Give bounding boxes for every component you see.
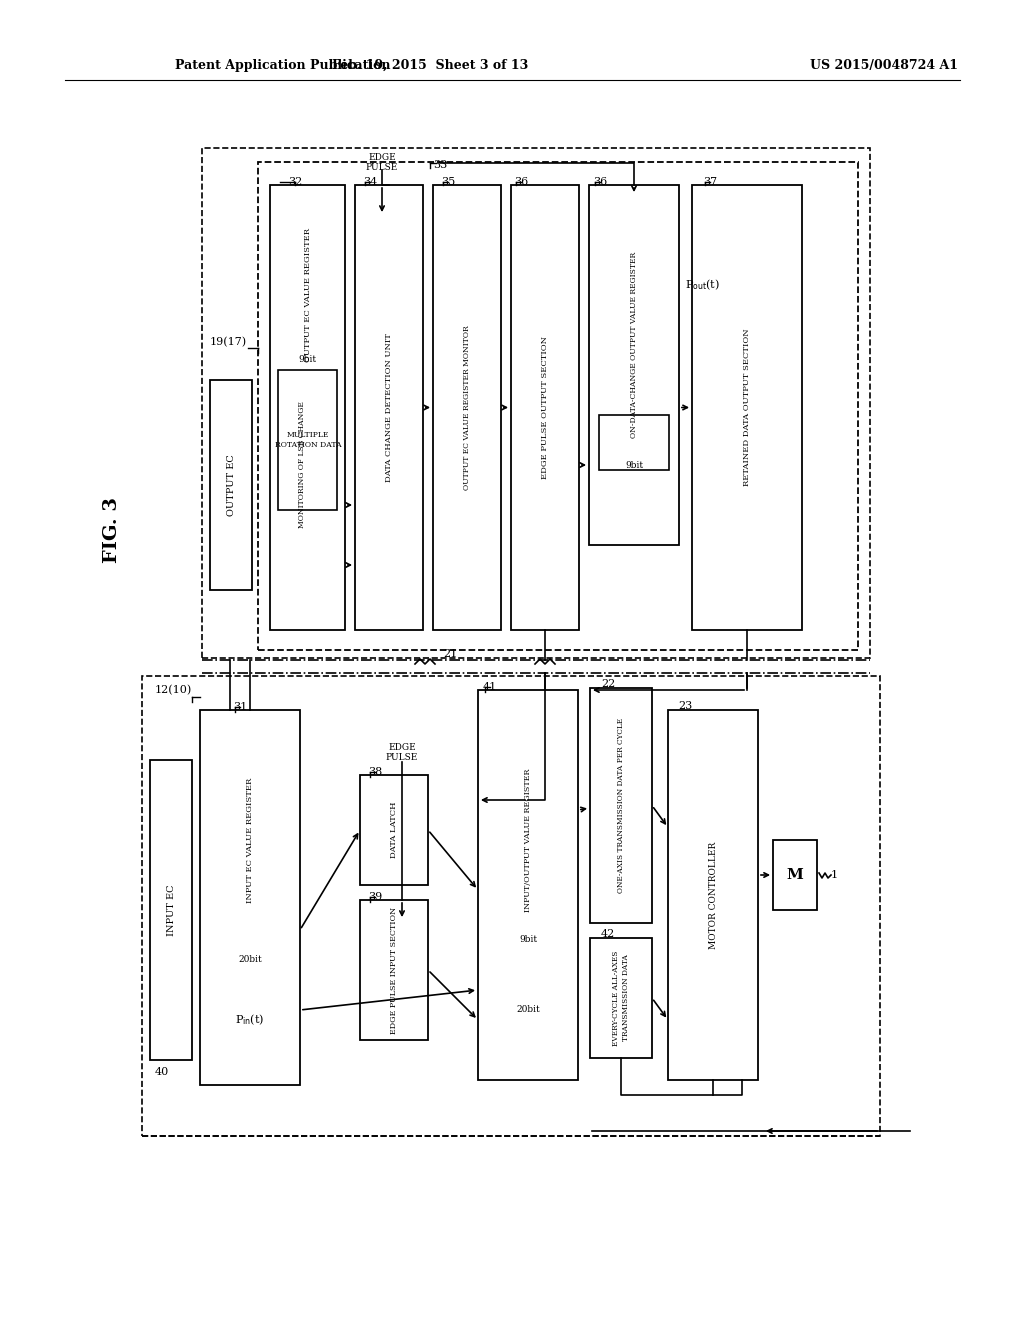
Text: 9bit: 9bit	[519, 936, 537, 945]
Text: 31: 31	[232, 702, 247, 711]
Text: INPUT EC VALUE REGISTER: INPUT EC VALUE REGISTER	[246, 777, 254, 903]
Text: 36: 36	[514, 177, 528, 187]
Text: OUTPUT EC VALUE REGISTER: OUTPUT EC VALUE REGISTER	[303, 228, 311, 362]
Bar	[590, 688, 652, 923]
Text: P$_{\rm in}$(t): P$_{\rm in}$(t)	[236, 1012, 264, 1027]
Text: EDGE: EDGE	[388, 743, 416, 752]
Text: 9bit: 9bit	[625, 461, 643, 470]
Text: EDGE PULSE INPUT SECTION: EDGE PULSE INPUT SECTION	[390, 907, 398, 1034]
Text: 20bit: 20bit	[516, 1006, 540, 1015]
Bar	[589, 185, 679, 545]
Text: 9bit: 9bit	[298, 355, 316, 364]
Text: DATA CHANGE DETECTION UNIT: DATA CHANGE DETECTION UNIT	[385, 333, 393, 482]
Text: 36: 36	[593, 177, 607, 187]
Text: EDGE: EDGE	[368, 153, 396, 162]
Text: DATA LATCH: DATA LATCH	[390, 801, 398, 858]
Text: Patent Application Publication: Patent Application Publication	[175, 58, 390, 71]
Bar	[270, 185, 345, 630]
Text: 42: 42	[601, 929, 615, 939]
Text: 34: 34	[362, 177, 377, 187]
Text: 32: 32	[288, 177, 302, 187]
Text: 19(17): 19(17)	[210, 337, 247, 347]
Text: 33: 33	[433, 160, 447, 170]
Text: 23: 23	[678, 701, 692, 711]
Text: MOTOR CONTROLLER: MOTOR CONTROLLER	[709, 841, 718, 949]
Text: 39: 39	[368, 892, 382, 902]
Text: M: M	[786, 869, 804, 882]
Text: US 2015/0048724 A1: US 2015/0048724 A1	[810, 58, 958, 71]
Bar	[668, 710, 758, 1080]
Bar	[278, 370, 337, 510]
Text: 22: 22	[601, 678, 615, 689]
Text: 20bit: 20bit	[239, 956, 262, 965]
Text: INPUT EC: INPUT EC	[167, 884, 175, 936]
Bar	[258, 162, 858, 649]
Bar	[773, 840, 817, 909]
Text: 37: 37	[702, 177, 717, 187]
Bar	[202, 148, 870, 657]
Text: OUTPUT EC: OUTPUT EC	[226, 454, 236, 516]
Text: PULSE: PULSE	[386, 752, 418, 762]
Text: INPUT/OUTPUT VALUE REGISTER: INPUT/OUTPUT VALUE REGISTER	[524, 768, 532, 912]
Text: RETAINED DATA OUTPUT SECTION: RETAINED DATA OUTPUT SECTION	[743, 329, 751, 486]
Text: FIG. 3: FIG. 3	[103, 498, 121, 564]
Text: ON-DATA-CHANGE OUTPUT VALUE REGISTER: ON-DATA-CHANGE OUTPUT VALUE REGISTER	[630, 252, 638, 438]
Bar	[360, 775, 428, 884]
Bar	[210, 380, 252, 590]
Bar	[590, 939, 652, 1059]
Bar	[478, 690, 578, 1080]
Bar	[355, 185, 423, 630]
Text: 41: 41	[483, 682, 497, 692]
Text: Feb. 19, 2015  Sheet 3 of 13: Feb. 19, 2015 Sheet 3 of 13	[332, 58, 528, 71]
Text: 35: 35	[441, 177, 455, 187]
Text: 40: 40	[155, 1067, 169, 1077]
Bar	[692, 185, 802, 630]
Bar	[360, 900, 428, 1040]
Text: PULSE: PULSE	[366, 162, 398, 172]
Bar	[200, 710, 300, 1085]
Text: 1: 1	[830, 870, 838, 880]
Text: MONITORING OF LSB CHANGE: MONITORING OF LSB CHANGE	[299, 401, 306, 528]
Text: 21: 21	[442, 649, 457, 659]
Bar	[599, 414, 669, 470]
Text: EVERY-CYCLE ALL-AXES
TRANSMISSION DATA: EVERY-CYCLE ALL-AXES TRANSMISSION DATA	[612, 950, 630, 1045]
Text: OUTPUT EC VALUE REGISTER MONITOR: OUTPUT EC VALUE REGISTER MONITOR	[463, 325, 471, 490]
Text: EDGE PULSE OUTPUT SECTION: EDGE PULSE OUTPUT SECTION	[541, 337, 549, 479]
Text: 12(10): 12(10)	[155, 685, 193, 696]
Text: P$_{\rm out}$(t): P$_{\rm out}$(t)	[685, 277, 720, 292]
Text: 38: 38	[368, 767, 382, 777]
Text: ONE-AXIS TRANSMISSION DATA PER CYCLE: ONE-AXIS TRANSMISSION DATA PER CYCLE	[617, 718, 625, 894]
Bar	[511, 185, 579, 630]
Bar	[433, 185, 501, 630]
Bar	[142, 676, 880, 1137]
Bar	[150, 760, 193, 1060]
Text: MULTIPLE
ROTATION DATA: MULTIPLE ROTATION DATA	[274, 432, 341, 449]
